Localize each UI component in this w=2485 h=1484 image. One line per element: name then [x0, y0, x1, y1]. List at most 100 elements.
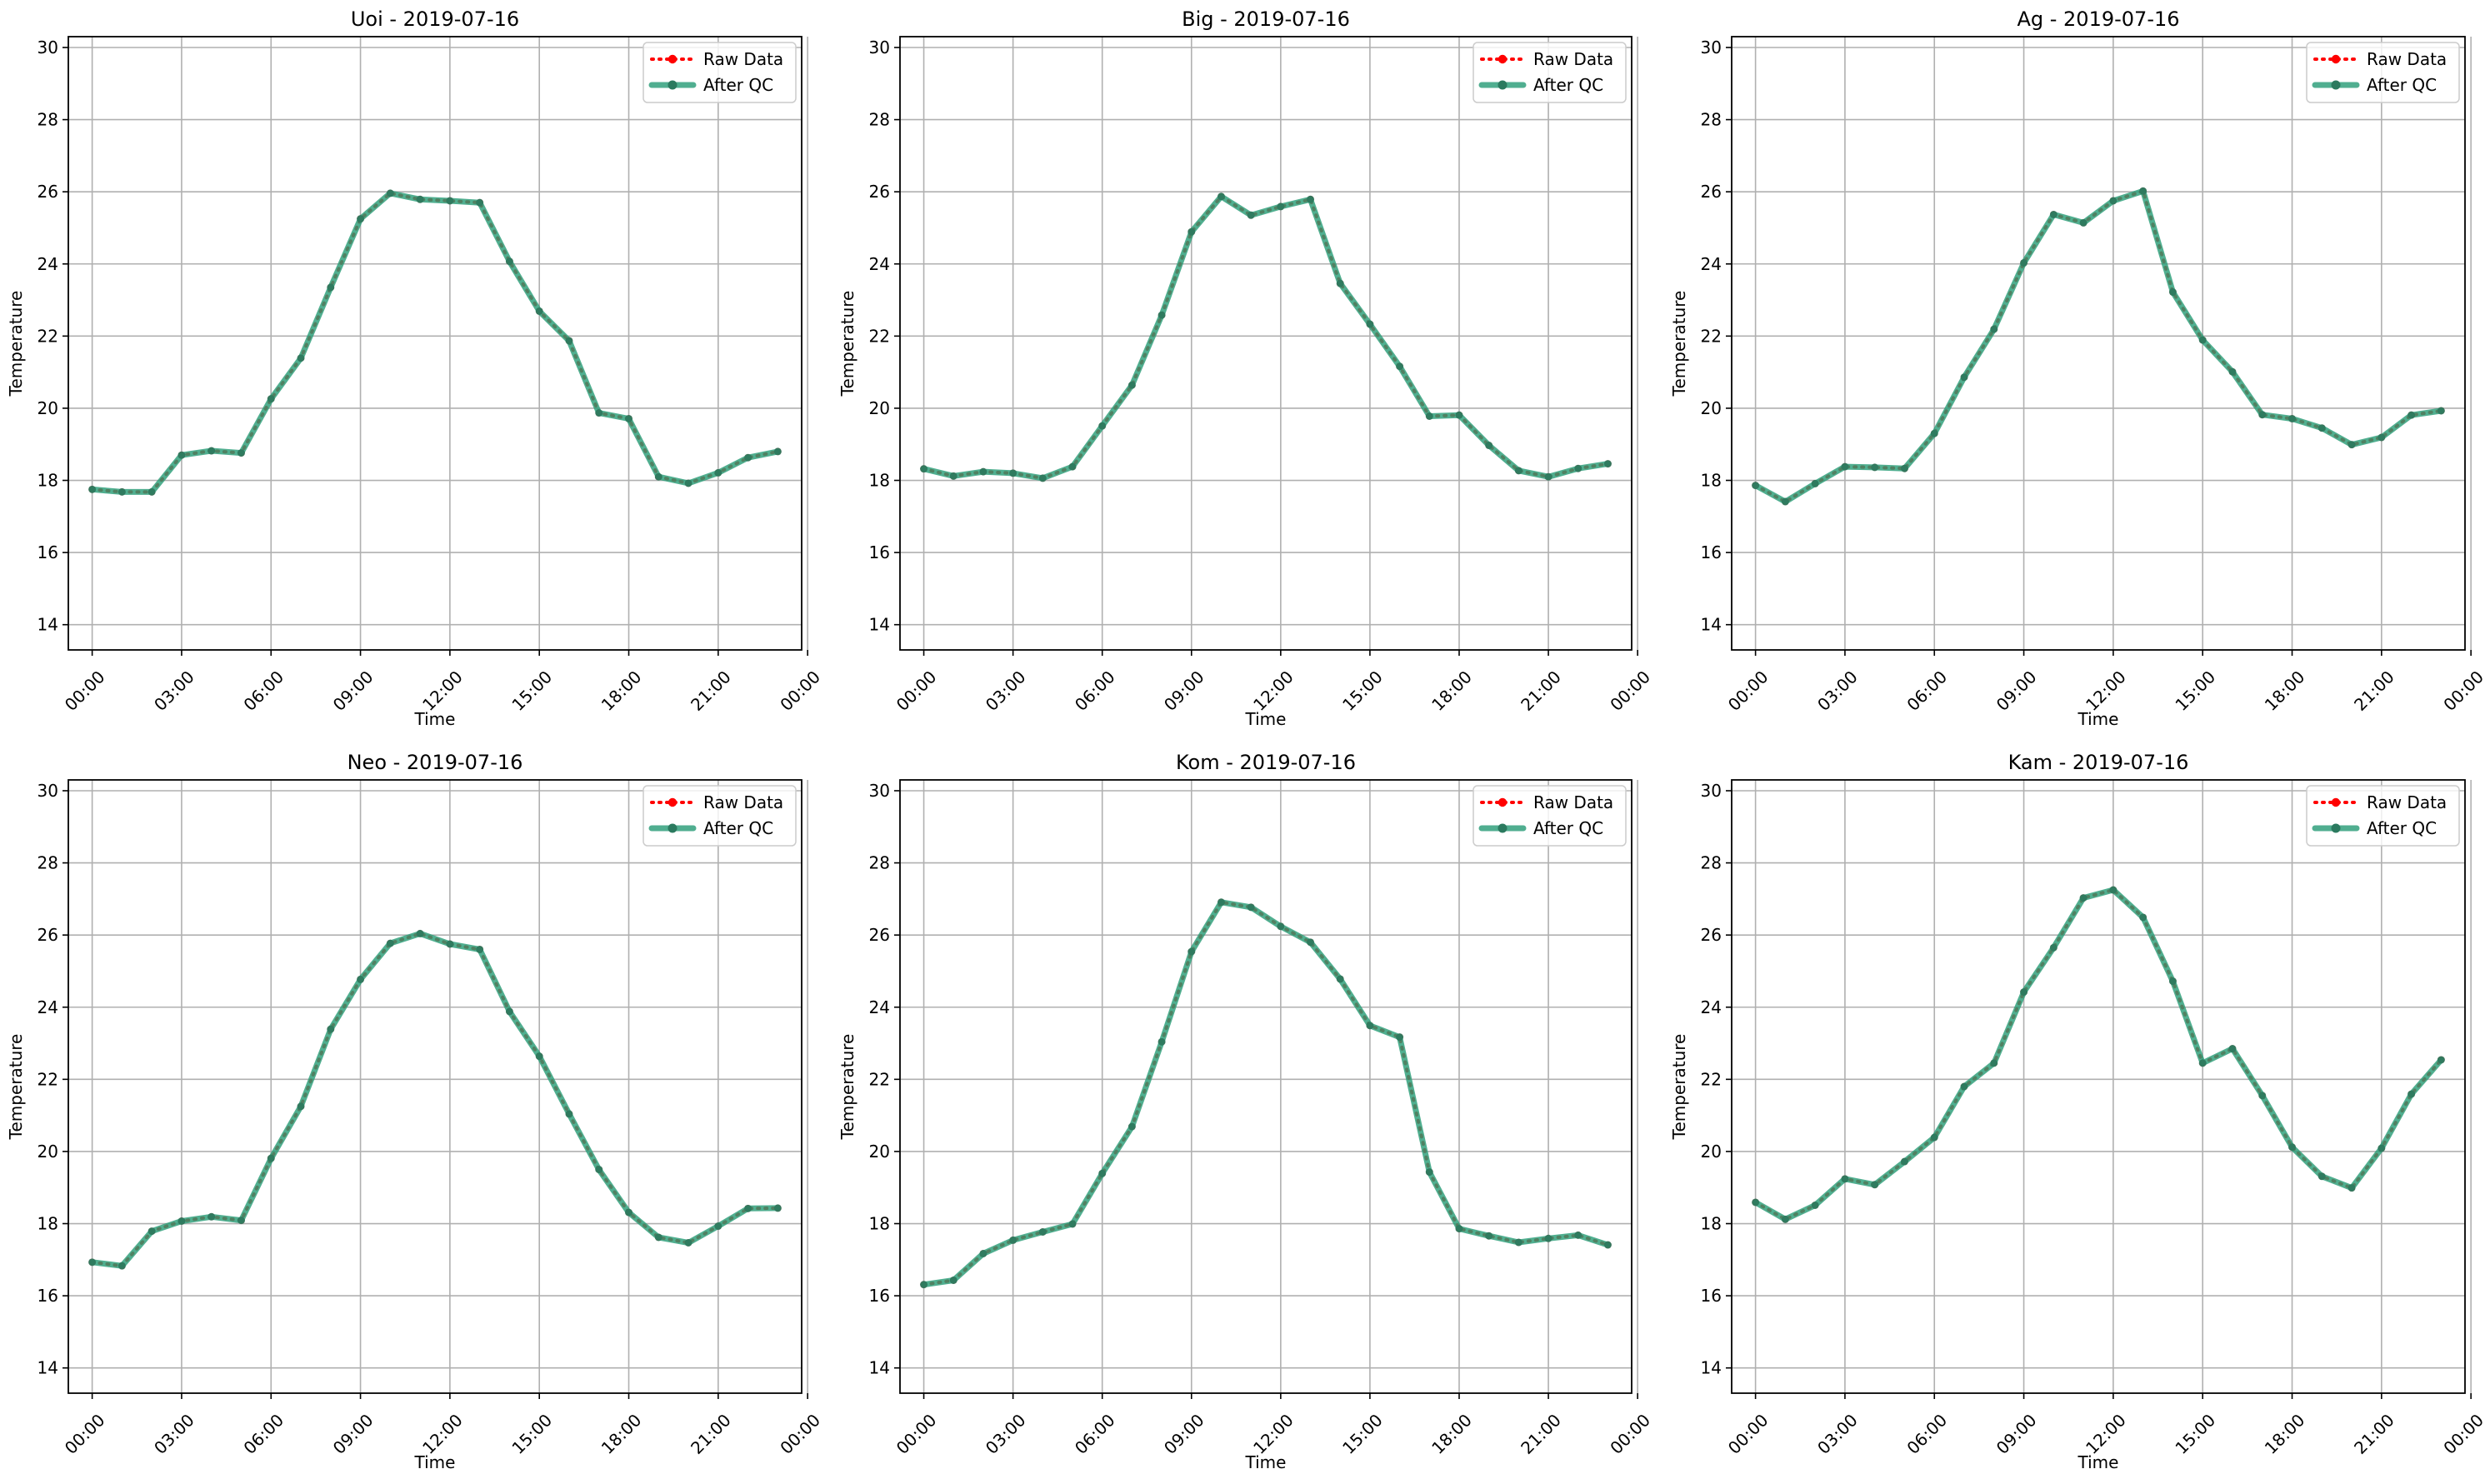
x-tick-label: 09:00 — [1992, 1410, 2041, 1458]
data-point — [1307, 938, 1315, 947]
data-point — [1990, 1059, 1998, 1067]
data-point — [1217, 192, 1225, 201]
data-point — [1336, 279, 1344, 287]
legend-handle-marker — [2331, 797, 2341, 807]
y-tick-label: 16 — [869, 542, 890, 562]
y-tick-label: 14 — [1701, 1358, 1722, 1378]
data-point — [1038, 474, 1047, 482]
chart-panel-4: 00:00 03:00 06:00 09:00 12:00 15:00 18:00 21:00… — [838, 751, 1654, 1472]
chart-title: Big - 2019-07-16 — [1182, 7, 1350, 31]
x-tick-label: 03:00 — [1813, 1410, 1862, 1458]
data-point — [2079, 894, 2088, 902]
y-tick-label: 16 — [869, 1286, 890, 1306]
data-point — [2288, 414, 2297, 422]
data-point — [505, 257, 513, 266]
data-point — [2049, 210, 2058, 218]
data-point — [88, 1258, 97, 1267]
x-tick-label: 21:00 — [2350, 1410, 2398, 1458]
data-point — [1366, 320, 1374, 328]
x-tick-label: 03:00 — [150, 1410, 198, 1458]
legend-handle-marker — [1498, 54, 1508, 64]
data-point — [2437, 407, 2445, 415]
chart-title: Neo - 2019-07-16 — [348, 751, 523, 774]
legend: Raw Data After QC — [2306, 785, 2460, 847]
chart-panel-1: 00:00 03:00 06:00 09:00 12:00 15:00 18:00 21:00… — [838, 7, 1654, 729]
x-tick-label: 06:00 — [1902, 1410, 1951, 1458]
chart-panel-5: 00:00 03:00 06:00 09:00 12:00 15:00 18:00 21:00… — [1669, 751, 2485, 1472]
legend-handle-marker — [2331, 823, 2341, 833]
x-tick-label: 06:00 — [1071, 667, 1119, 715]
chart-panel-0: 00:00 03:00 06:00 09:00 12:00 15:00 18:00 21:00… — [6, 7, 824, 729]
y-tick-label: 24 — [1701, 997, 1722, 1017]
x-tick-label: 00:00 — [1606, 667, 1654, 715]
legend-handle-marker — [2331, 54, 2341, 64]
x-tick-label: 12:00 — [418, 1410, 467, 1458]
x-tick-label: 12:00 — [2082, 667, 2130, 715]
legend-label: After QC — [1533, 75, 1603, 95]
axes-frame — [68, 36, 802, 651]
x-tick-label: 21:00 — [687, 1410, 735, 1458]
y-tick-label: 28 — [869, 853, 890, 873]
y-tick-label: 18 — [1701, 471, 1722, 491]
x-tick-label: 15:00 — [2171, 667, 2219, 715]
axes-frame — [68, 779, 802, 1394]
plot-area — [68, 37, 802, 650]
plot-area — [68, 780, 802, 1393]
x-axis-label: Time — [1245, 709, 1287, 729]
axes-frame — [899, 36, 1632, 651]
data-point — [773, 447, 782, 456]
x-tick-label: 03:00 — [1813, 667, 1862, 715]
x-tick-label: 15:00 — [1338, 667, 1387, 715]
data-point — [1277, 202, 1285, 211]
legend-label: Raw Data — [703, 792, 783, 812]
x-tick-label: 00:00 — [61, 1410, 109, 1458]
data-point — [714, 1222, 722, 1231]
data-point — [1038, 1227, 1047, 1236]
y-tick-label: 28 — [1701, 110, 1722, 130]
x-tick-label: 00:00 — [776, 667, 824, 715]
data-point — [2258, 411, 2267, 419]
data-point — [654, 472, 662, 481]
y-tick-label: 24 — [869, 254, 890, 274]
data-point — [744, 1204, 752, 1212]
data-point — [1425, 412, 1433, 420]
data-point — [2198, 336, 2207, 344]
data-point — [1811, 479, 1819, 487]
data-point — [1009, 469, 1018, 477]
y-tick-label: 18 — [1701, 1214, 1722, 1234]
data-point — [1128, 381, 1136, 389]
data-point — [1544, 1234, 1552, 1242]
x-tick-label: 12:00 — [1249, 667, 1298, 715]
data-point — [744, 453, 752, 462]
data-point — [446, 940, 454, 948]
x-tick-label: 06:00 — [1902, 667, 1951, 715]
data-point — [1158, 1037, 1166, 1046]
legend-label: Raw Data — [2367, 49, 2447, 69]
series-line-1 — [89, 930, 781, 1269]
y-tick-label: 20 — [869, 1142, 890, 1162]
data-point — [625, 414, 633, 422]
x-tick-label: 21:00 — [687, 667, 735, 715]
data-point — [2228, 1045, 2237, 1053]
y-tick-label: 14 — [869, 1358, 890, 1378]
data-point — [297, 1102, 305, 1111]
data-point — [1871, 1181, 1879, 1189]
legend-label: After QC — [703, 818, 773, 838]
x-tick-label: 15:00 — [1338, 1410, 1387, 1458]
data-point — [2348, 1184, 2356, 1192]
x-tick-label: 15:00 — [2171, 1410, 2219, 1458]
y-tick-label: 18 — [38, 1214, 58, 1234]
data-point — [1158, 311, 1166, 319]
x-tick-label: 00:00 — [2439, 1410, 2485, 1458]
x-tick-label: 12:00 — [418, 667, 467, 715]
y-tick-label: 22 — [38, 326, 58, 346]
data-point — [1396, 362, 1404, 371]
x-tick-label: 00:00 — [1606, 1410, 1654, 1458]
y-axis-label: Temperature — [6, 1034, 26, 1141]
axes-frame — [1731, 779, 2466, 1394]
y-tick-label: 30 — [869, 37, 890, 57]
data-point — [949, 1276, 958, 1284]
data-point — [1336, 975, 1344, 983]
y-tick-label: 16 — [1701, 1286, 1722, 1306]
chart-title: Kam - 2019-07-16 — [2008, 751, 2189, 774]
